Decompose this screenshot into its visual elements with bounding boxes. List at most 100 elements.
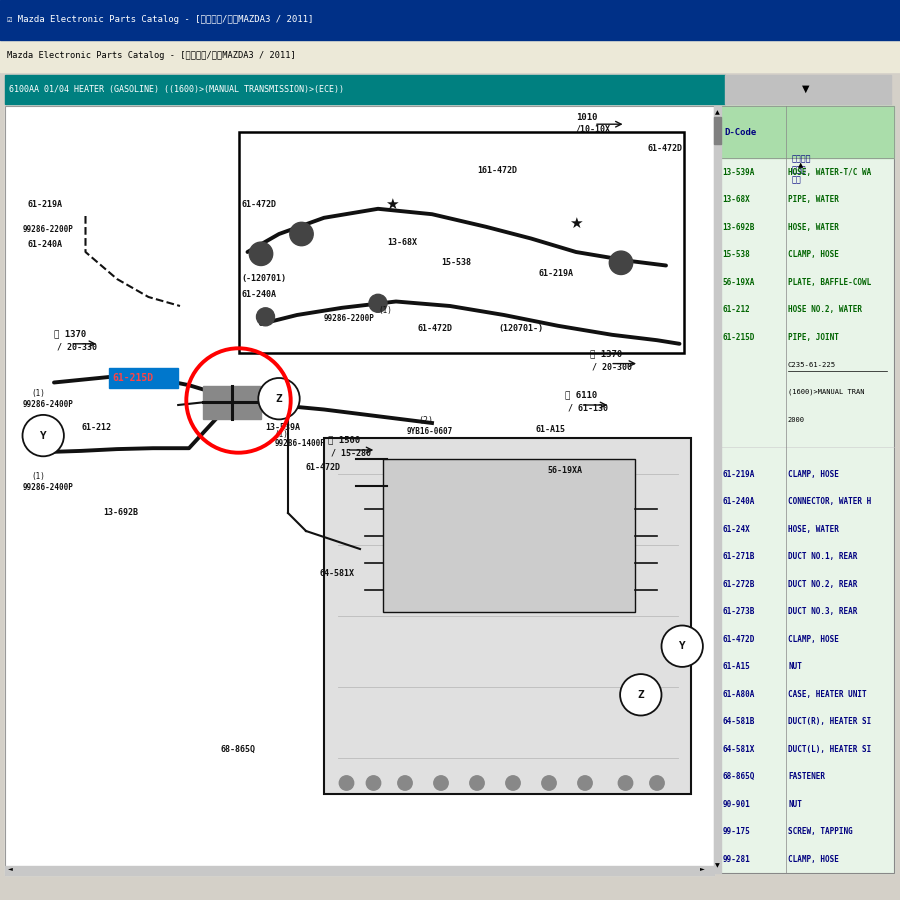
Text: 64-581X: 64-581X xyxy=(723,745,755,754)
Text: Z: Z xyxy=(637,689,644,700)
Circle shape xyxy=(369,294,387,312)
Text: Z: Z xyxy=(275,393,283,404)
Text: (2): (2) xyxy=(418,416,434,425)
Text: CLAMP, HOSE: CLAMP, HOSE xyxy=(788,470,840,479)
Text: DUCT(L), HEATER SI: DUCT(L), HEATER SI xyxy=(788,745,871,754)
Text: (1): (1) xyxy=(274,429,288,438)
Text: 61-472D: 61-472D xyxy=(723,634,755,644)
Text: / 15-280: / 15-280 xyxy=(331,448,371,457)
Text: ▼: ▼ xyxy=(715,863,720,868)
Text: DUCT NO.1, REAR: DUCT NO.1, REAR xyxy=(788,553,858,562)
Text: 161-472D: 161-472D xyxy=(477,166,517,175)
Text: 61-A80A: 61-A80A xyxy=(723,689,755,698)
Circle shape xyxy=(290,222,313,246)
Text: 61-215D: 61-215D xyxy=(112,373,154,383)
Text: 2000: 2000 xyxy=(788,417,805,422)
Text: 64-581X: 64-581X xyxy=(320,569,355,578)
Text: ★: ★ xyxy=(569,216,583,230)
Text: 61-272B: 61-272B xyxy=(723,580,755,589)
Bar xyxy=(714,106,721,873)
Bar xyxy=(4,866,714,875)
Text: Y: Y xyxy=(40,430,47,441)
Bar xyxy=(714,117,721,144)
Bar xyxy=(720,106,894,873)
Text: 61-219A: 61-219A xyxy=(538,269,573,278)
Text: 61-A15: 61-A15 xyxy=(536,425,565,434)
Text: ►: ► xyxy=(699,867,705,871)
Text: 90-901: 90-901 xyxy=(723,800,751,809)
Bar xyxy=(324,438,691,794)
Text: 61-273B: 61-273B xyxy=(723,608,755,616)
Text: CASE, HEATER UNIT: CASE, HEATER UNIT xyxy=(788,689,867,698)
Bar xyxy=(203,386,261,418)
Text: 15-538: 15-538 xyxy=(723,250,751,259)
Text: HOSE, WATER: HOSE, WATER xyxy=(788,525,840,534)
Bar xyxy=(4,106,714,875)
Text: 61-240A: 61-240A xyxy=(241,290,276,299)
Text: 56-19XA: 56-19XA xyxy=(723,277,755,286)
Text: DUCT(R), HEATER SI: DUCT(R), HEATER SI xyxy=(788,717,871,726)
Text: 99286-2400P: 99286-2400P xyxy=(22,400,74,409)
Bar xyxy=(238,132,684,353)
Text: 13-68X: 13-68X xyxy=(387,238,417,247)
Circle shape xyxy=(609,251,633,274)
Circle shape xyxy=(22,415,64,456)
Text: 61-212: 61-212 xyxy=(723,305,751,314)
Bar xyxy=(720,106,894,158)
Text: 99286-2400P: 99286-2400P xyxy=(22,482,74,491)
Bar xyxy=(720,106,894,873)
Text: ⌢ 1370: ⌢ 1370 xyxy=(54,329,86,338)
Text: 部件名称
部件号
说明: 部件名称 部件号 说明 xyxy=(792,155,812,184)
Text: FASTENER: FASTENER xyxy=(788,772,825,781)
FancyBboxPatch shape xyxy=(109,368,178,388)
Bar xyxy=(720,106,894,158)
Text: CLAMP, HOSE: CLAMP, HOSE xyxy=(788,634,840,644)
Text: CLAMP, HOSE: CLAMP, HOSE xyxy=(788,855,840,864)
Text: 61-212: 61-212 xyxy=(81,423,111,432)
Bar xyxy=(724,75,891,104)
Text: 13-692B: 13-692B xyxy=(723,222,755,231)
Text: ⌢ 1370: ⌢ 1370 xyxy=(590,349,622,358)
Text: 61-472D: 61-472D xyxy=(648,144,683,153)
Text: 99-175: 99-175 xyxy=(723,827,751,836)
Text: 61-472D: 61-472D xyxy=(418,324,453,333)
Text: (1): (1) xyxy=(32,389,45,398)
Text: (1): (1) xyxy=(32,472,45,481)
Text: / 61-130: / 61-130 xyxy=(568,403,608,412)
Text: (-120701): (-120701) xyxy=(241,274,286,283)
Text: 13-539A: 13-539A xyxy=(266,423,301,432)
Text: / 20-300: / 20-300 xyxy=(592,362,632,371)
Text: 9YB16-0607: 9YB16-0607 xyxy=(407,427,453,436)
Bar xyxy=(382,459,634,612)
Bar xyxy=(4,106,714,875)
Text: DUCT NO.2, REAR: DUCT NO.2, REAR xyxy=(788,580,858,589)
Text: 61-24X: 61-24X xyxy=(723,525,751,534)
Text: 13-68X: 13-68X xyxy=(723,195,751,204)
Text: 61-472D: 61-472D xyxy=(306,463,341,472)
Text: CONNECTOR, WATER H: CONNECTOR, WATER H xyxy=(788,498,871,507)
Circle shape xyxy=(398,776,412,790)
Text: ▲: ▲ xyxy=(715,110,720,115)
Circle shape xyxy=(620,674,662,716)
Text: 15-538: 15-538 xyxy=(441,257,471,266)
Text: 61-219A: 61-219A xyxy=(723,470,755,479)
Text: 68-865Q: 68-865Q xyxy=(723,772,755,781)
Text: 13-692B: 13-692B xyxy=(104,508,139,517)
Text: SCREW, TAPPING: SCREW, TAPPING xyxy=(788,827,853,836)
Circle shape xyxy=(506,776,520,790)
Text: (120701-): (120701-) xyxy=(499,324,544,333)
Text: Y: Y xyxy=(679,641,686,652)
Text: 99286-2200P: 99286-2200P xyxy=(22,225,74,234)
Text: 61-271B: 61-271B xyxy=(723,553,755,562)
Text: 1010: 1010 xyxy=(576,112,598,122)
Bar xyxy=(0,0,900,40)
Text: Mazda Electronic Parts Catalog - [目录图像/文本MAZDA3 / 2011]: Mazda Electronic Parts Catalog - [目录图像/文… xyxy=(7,51,296,60)
Circle shape xyxy=(249,242,273,266)
Text: 68-865Q: 68-865Q xyxy=(220,744,256,753)
Bar xyxy=(238,132,684,353)
Text: NUT: NUT xyxy=(788,800,802,809)
Text: ⌢ 6110: ⌢ 6110 xyxy=(565,391,598,400)
Bar xyxy=(4,75,724,104)
Text: 61-240A: 61-240A xyxy=(723,498,755,507)
Bar xyxy=(0,40,900,72)
